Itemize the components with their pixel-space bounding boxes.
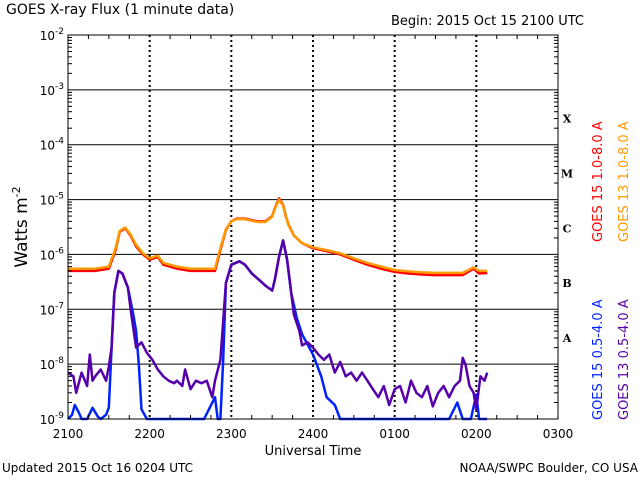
legend-entry-3: GOES 15 0.5-4.0 A (591, 299, 606, 420)
x-axis-label: Universal Time (265, 444, 362, 459)
series-line-4 (67, 239, 489, 411)
x-tick-label: 0200 (461, 427, 492, 441)
y-axis-label: Watts m-2 (10, 186, 32, 267)
y-tick-label: 10-4 (40, 137, 65, 153)
x-tick-label: 2300 (216, 427, 247, 441)
y-tick-label: 10-3 (40, 82, 64, 98)
legend-entry-2: GOES 13 1.0-8.0 A (617, 121, 632, 242)
series-layer (67, 197, 489, 421)
flare-class-label: C (563, 222, 572, 235)
x-tick-label: 0300 (543, 427, 574, 441)
footer-credit: NOAA/SWPC Boulder, CO USA (459, 461, 638, 475)
chart-subtitle: Begin: 2015 Oct 15 2100 UTC (390, 14, 584, 29)
y-tick-label: 10-8 (40, 356, 65, 372)
y-tick-label: 10-5 (40, 192, 64, 208)
flare-class-label: A (562, 332, 572, 345)
x-tick-label: 2400 (298, 427, 329, 441)
x-tick-label: 0100 (379, 427, 410, 441)
series-line-2 (68, 198, 488, 275)
flare-class-label: B (562, 277, 571, 290)
flare-class-label: M (561, 167, 573, 180)
y-tick-label: 10-2 (40, 27, 64, 43)
chart-title: GOES X-ray Flux (1 minute data) (6, 2, 235, 18)
x-tick-label: 2200 (134, 427, 165, 441)
footer-updated: Updated 2015 Oct 16 0204 UTC (2, 461, 194, 475)
y-tick-label: 10-9 (40, 411, 65, 427)
legend-entry-4: GOES 13 0.5-4.0 A (617, 299, 632, 420)
y-tick-label: 10-6 (40, 246, 65, 262)
axis-layer: 10-9 10-8 10-7 10-6 10-5 10-4 10-3 10-2 2100 2200… (40, 27, 574, 441)
grid-layer (68, 35, 558, 419)
flare-class-label: X (563, 113, 572, 126)
x-tick-label: 2100 (53, 427, 84, 441)
y-tick-label: 10-7 (40, 301, 64, 317)
legend-entry-1: GOES 15 1.0-8.0 A (591, 121, 606, 242)
plot-frame (67, 34, 559, 420)
legend: GOES 15 1.0-8.0 A GOES 13 1.0-8.0 A GOES 1… (591, 121, 632, 420)
